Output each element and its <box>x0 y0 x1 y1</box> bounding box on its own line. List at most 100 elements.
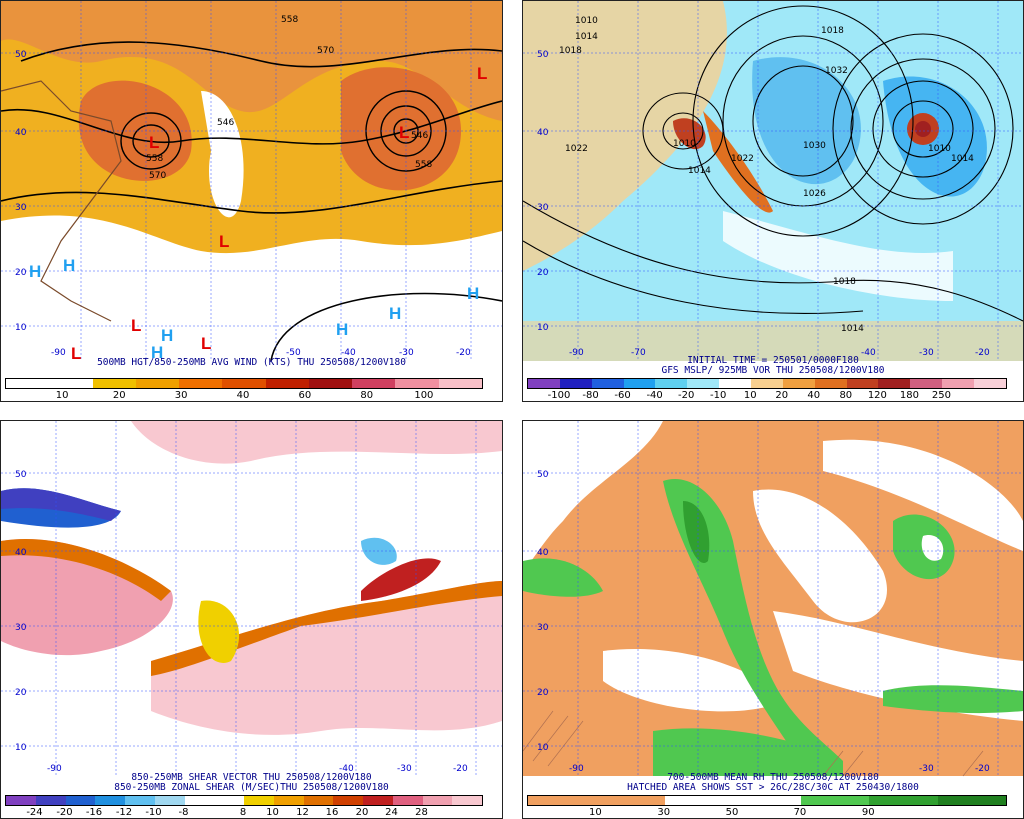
lon-label: -30 <box>919 764 934 774</box>
colorbar-swatch <box>135 379 180 388</box>
colorbar <box>527 378 1007 389</box>
contour-label: 1018 <box>833 277 856 287</box>
high-marker: H <box>389 304 401 323</box>
colorbar-swatch <box>801 796 870 805</box>
contour-label: 546 <box>217 118 234 128</box>
colorbar-tick: 40 <box>807 390 821 401</box>
lon-label: -50 <box>286 348 301 358</box>
colorbar-swatch <box>333 796 363 805</box>
colorbar-swatch <box>623 379 656 388</box>
contour-label: 1010 <box>575 16 598 26</box>
contour-label: 1010 <box>928 144 951 154</box>
lat-label: 20 <box>537 268 549 278</box>
colorbar-swatch <box>308 379 353 388</box>
colorbar-swatch <box>352 379 396 388</box>
contour-label: 1014 <box>688 166 711 176</box>
colorbar-tick: 20 <box>355 807 369 818</box>
lat-label: 10 <box>15 743 27 753</box>
colorbar-tick: 20 <box>775 390 789 401</box>
lon-label: -30 <box>919 348 934 358</box>
colorbar-tick: 50 <box>725 807 739 818</box>
panel-caption: 850-250MB SHEAR VECTOR THU 250508/1200V1… <box>131 772 372 783</box>
lat-label: 40 <box>537 548 549 558</box>
lat-label: 10 <box>15 323 27 333</box>
colorbar-swatch <box>596 796 665 805</box>
colorbar-tick: -20 <box>678 390 695 401</box>
low-marker: L <box>131 316 141 335</box>
colorbar <box>5 378 483 389</box>
colorbar-swatch <box>974 379 1006 388</box>
colorbar-tick: 10 <box>266 807 279 818</box>
colorbar-swatch <box>244 796 274 805</box>
panel-caption: 700-500MB MEAN RH THU 250508/1200V180 <box>667 772 879 783</box>
colorbar-swatch <box>719 379 752 388</box>
lon-label: -20 <box>975 764 990 774</box>
lat-label: 50 <box>15 470 27 480</box>
colorbar-tick: 20 <box>112 390 126 401</box>
contour-label: 1014 <box>951 154 974 164</box>
colorbar-tick: 30 <box>657 807 671 818</box>
panel-500mb-wind: L L L L L L L H H H H H H H 558 570 546 … <box>0 0 503 402</box>
colorbar-tick: -60 <box>614 390 631 401</box>
lon-label: -20 <box>456 348 471 358</box>
colorbar-tick: 80 <box>360 390 374 401</box>
colorbar-swatch <box>452 796 482 805</box>
colorbar-swatch <box>869 796 938 805</box>
colorbar <box>5 795 483 806</box>
contour-label: 558 <box>281 15 298 25</box>
contour-label: 546 <box>411 131 428 141</box>
lon-label: -40 <box>339 764 354 774</box>
colorbar-swatch <box>878 379 911 388</box>
lon-label: -90 <box>51 348 66 358</box>
lon-label: -30 <box>397 764 412 774</box>
colorbar-swatch <box>422 796 453 805</box>
panel-mean-rh: 50 40 30 20 10 -90 -30 -20 700-500MB MEA… <box>522 420 1024 819</box>
contour-label: 1018 <box>559 46 582 56</box>
colorbar-tick: 180 <box>899 390 919 401</box>
lat-label: 40 <box>15 548 27 558</box>
colorbar-swatch <box>184 796 215 805</box>
colorbar-swatch <box>438 379 482 388</box>
colorbar-tick: 70 <box>793 807 807 818</box>
colorbar-labels: 10 30 50 70 90 <box>527 807 1005 818</box>
panel-mslp-vorticity: 1010 1014 1018 1022 1026 1030 1010 1014 … <box>522 0 1024 402</box>
colorbar-swatch <box>363 796 393 805</box>
lat-label: 50 <box>537 470 549 480</box>
colorbar-swatch <box>35 796 66 805</box>
colorbar-tick: -10 <box>710 390 727 401</box>
contour-label: 570 <box>149 171 166 181</box>
colorbar-swatch <box>65 796 96 805</box>
colorbar-tick: -20 <box>56 807 73 818</box>
colorbar-swatch <box>392 796 423 805</box>
colorbar-swatch <box>655 379 688 388</box>
lat-label: 10 <box>537 743 549 753</box>
colorbar-tick: 80 <box>839 390 853 401</box>
colorbar-tick: 90 <box>861 807 875 818</box>
colorbar-swatch <box>942 379 975 388</box>
colorbar-tick: 60 <box>298 390 312 401</box>
colorbar-swatch <box>559 379 592 388</box>
colorbar-swatch <box>265 379 309 388</box>
lon-label: -90 <box>569 348 584 358</box>
panel-shear: 50 40 30 20 10 -90 -40 -30 -20 850-250MB… <box>0 420 503 819</box>
colorbar-tick: 40 <box>236 390 250 401</box>
colorbar-swatch <box>6 796 36 805</box>
colorbar-tick: 28 <box>415 807 428 818</box>
colorbar-swatch <box>6 379 50 388</box>
colorbar-tick: 10 <box>55 390 69 401</box>
colorbar-tick: 16 <box>325 807 339 818</box>
colorbar-tick: 24 <box>385 807 398 818</box>
colorbar-tick: 10 <box>588 807 602 818</box>
contour-label: 1010 <box>673 139 696 149</box>
colorbar-tick: -16 <box>85 807 103 818</box>
colorbar-swatch <box>95 796 125 805</box>
high-marker: H <box>336 320 348 339</box>
contour-label: 1030 <box>803 141 826 151</box>
contour-label: 1032 <box>825 66 848 76</box>
low-marker: L <box>219 232 229 251</box>
colorbar-swatch <box>687 379 720 388</box>
colorbar-swatch <box>125 796 155 805</box>
contour-label: 1022 <box>565 144 588 154</box>
lat-label: 30 <box>15 203 27 213</box>
colorbar-swatch <box>303 796 334 805</box>
